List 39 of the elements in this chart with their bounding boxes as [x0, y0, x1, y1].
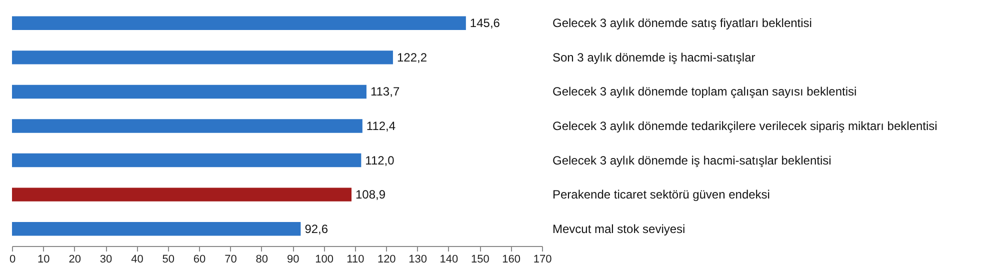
- x-tick-label: 100: [315, 254, 334, 266]
- data-label: 145,6: [470, 16, 500, 30]
- x-tick-label: 90: [286, 254, 300, 266]
- x-tick-label: 120: [377, 254, 396, 266]
- x-tick-label: 70: [224, 254, 237, 266]
- x-tick-label: 80: [256, 254, 268, 266]
- y-tick-label: Gelecek 3 aylık dönemde toplam çalışan sayısı beklentisi: [552, 84, 857, 99]
- x-tick-label: 30: [100, 254, 112, 266]
- bar: [12, 84, 366, 99]
- x-tick-label: 60: [193, 254, 206, 266]
- data-label: 108,9: [356, 188, 386, 202]
- bar: [12, 50, 393, 64]
- y-tick-label: Perakende ticaret sektörü güven endeksi: [552, 188, 770, 202]
- x-tick-label: 150: [470, 254, 490, 266]
- data-label: 113,7: [370, 84, 400, 99]
- x-tick-label: 130: [408, 254, 427, 266]
- y-tick-label: Son 3 aylık dönemde iş hacmi-satışlar: [552, 50, 756, 64]
- data-label: 122,2: [396, 50, 428, 64]
- x-tick-label: 10: [38, 254, 50, 266]
- x-tick-label: 40: [131, 254, 144, 266]
- bar: [12, 16, 466, 30]
- data-label: 112,0: [365, 153, 395, 168]
- bar: [12, 188, 352, 202]
- x-tick-label: 170: [533, 254, 552, 266]
- y-tick-label: Gelecek 3 aylık dönemde tedarikçilere verilecek sipariş miktarı beklentisi: [552, 119, 938, 133]
- bar: [12, 119, 362, 133]
- x-tick-label: 140: [440, 254, 458, 266]
- x-tick-label: 50: [162, 254, 175, 266]
- x-tick-label: 20: [68, 254, 81, 266]
- y-tick-label: Gelecek 3 aylık dönemde iş hacmi-satışlar beklentisi: [552, 153, 832, 168]
- x-tick-label: 110: [346, 254, 364, 266]
- y-tick-label: Gelecek 3 aylık dönemde satış fiyatları beklentisi: [552, 16, 812, 30]
- y-tick-label: Mevcut mal stok seviyesi: [552, 222, 686, 236]
- bar: [12, 222, 301, 236]
- data-label: 92,6: [304, 222, 328, 236]
- data-label: 112,4: [366, 119, 396, 133]
- bar: [12, 153, 362, 168]
- x-tick-label: 0: [9, 254, 16, 266]
- x-tick-label: 160: [502, 254, 521, 266]
